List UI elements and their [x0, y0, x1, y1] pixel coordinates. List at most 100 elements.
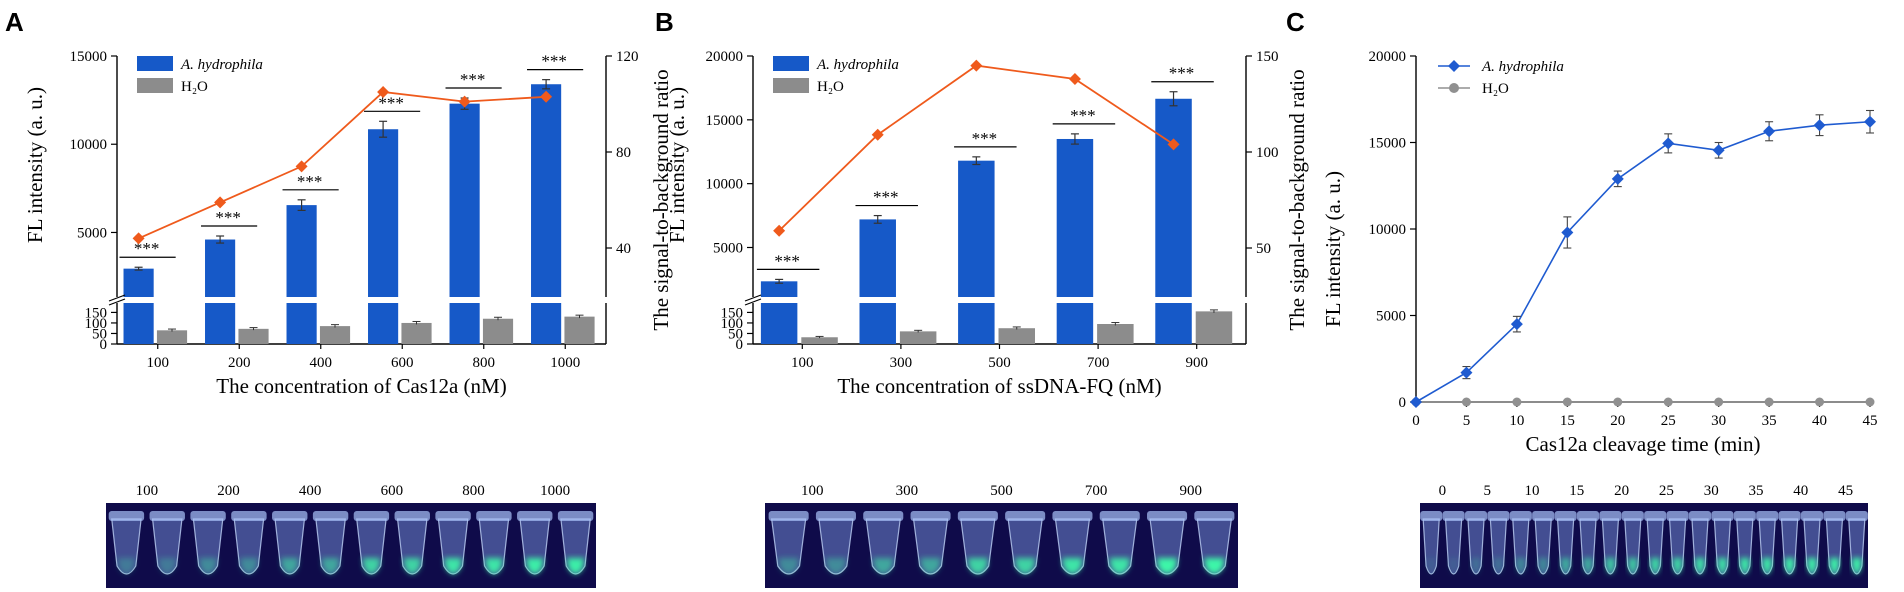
tube-fluorescence — [280, 558, 299, 574]
tube-fluorescence — [444, 558, 462, 574]
y-tick-label: 5000 — [77, 225, 107, 241]
legend-swatch-0 — [137, 56, 173, 71]
tube-label: 10 — [1525, 483, 1540, 499]
x-tick-label: 300 — [890, 355, 913, 371]
tube-fluorescence — [778, 558, 799, 574]
tube-fluorescence — [1627, 558, 1638, 574]
bar-h2o — [1195, 311, 1233, 344]
tube-fluorescence — [199, 558, 217, 574]
tube-cap — [1778, 511, 1801, 521]
ratio-point — [1167, 138, 1180, 151]
tube-fluorescence — [1784, 558, 1795, 574]
tube-label: 800 — [462, 483, 485, 499]
data-point-a-hydrophila — [1611, 172, 1624, 185]
bar-h2o — [238, 328, 269, 344]
x-tick-label: 100 — [147, 355, 170, 371]
axis-break-mark — [744, 294, 762, 302]
y-tick-label: 15000 — [706, 113, 744, 129]
legend-label-1: H₂O — [1482, 81, 1509, 97]
legend-swatch-0 — [773, 56, 809, 71]
data-point-a-hydrophila — [1510, 318, 1523, 331]
tube-cap — [1147, 511, 1188, 521]
data-point-h2o — [1562, 397, 1572, 407]
y-axis-title: FL intensity (a. u.) — [23, 87, 47, 243]
legend-marker-0 — [1448, 60, 1460, 72]
tube-cap — [1442, 511, 1465, 521]
y-tick-label: 10000 — [70, 137, 108, 153]
y-tick-label: 150 — [721, 305, 744, 321]
y-tick-label: 0 — [100, 337, 108, 353]
tube-cap — [108, 511, 145, 521]
ratio-point — [214, 196, 227, 209]
tube-fluorescence — [1605, 558, 1616, 574]
bar-a-hydrophila — [205, 239, 236, 344]
tube-cap — [1509, 511, 1532, 521]
tube-cap — [190, 511, 226, 521]
significance-mark: *** — [378, 93, 404, 112]
bar-a-hydrophila — [286, 205, 317, 344]
tube-label: 35 — [1749, 483, 1764, 499]
bar-h2o — [319, 326, 351, 344]
x-tick-label: 5 — [1463, 413, 1471, 429]
legend-label-0: A. hydrophila — [180, 57, 263, 73]
y-tick-label: 15000 — [70, 49, 108, 65]
ratio-point — [458, 95, 471, 108]
legend-label-0: A. hydrophila — [1481, 59, 1564, 75]
tube-cap — [1487, 511, 1510, 521]
tube-fluorescence — [1560, 558, 1571, 574]
tube-label: 40 — [1793, 483, 1808, 499]
tube-label: 15 — [1569, 483, 1584, 499]
y-tick-label: 100 — [721, 316, 744, 332]
ratio-point — [295, 160, 308, 173]
axis-break-mark — [744, 298, 762, 306]
tube-fluorescence — [1062, 558, 1083, 574]
bar-a-hydrophila — [859, 219, 896, 344]
significance-mark: *** — [460, 70, 486, 89]
panel-letter: A — [5, 7, 24, 37]
tube-label: 5 — [1483, 483, 1491, 499]
data-point-h2o — [1663, 397, 1673, 407]
tube-fluorescence — [1762, 558, 1773, 574]
data-point-a-hydrophila — [1410, 396, 1422, 408]
tube-cap — [1756, 511, 1779, 521]
bar-a-hydrophila — [449, 103, 480, 344]
tube-label: 30 — [1704, 483, 1719, 499]
x-tick-label: 35 — [1762, 413, 1777, 429]
y2-axis-title: The signal-to-background ratio — [1285, 69, 1309, 330]
tube-label: 200 — [217, 483, 240, 499]
tube-fluorescence — [1471, 558, 1481, 574]
ratio-point — [132, 232, 145, 245]
tube-cap — [231, 511, 267, 521]
tube-cap — [1644, 511, 1667, 521]
tube-cap — [1845, 511, 1868, 521]
y-tick-label: 50 — [92, 326, 107, 342]
tube-fluorescence — [1538, 558, 1549, 574]
x-tick-label: 30 — [1711, 413, 1726, 429]
tube-fluorescence — [1851, 558, 1862, 574]
x-tick-label: 45 — [1863, 413, 1878, 429]
bar-a-hydrophila — [531, 84, 562, 344]
bar-a-hydrophila — [123, 268, 154, 344]
data-point-a-hydrophila — [1460, 366, 1473, 379]
x-tick-label: 100 — [791, 355, 814, 371]
y-axis-title: FL intensity (a. u.) — [665, 87, 689, 243]
y-tick-label: 50 — [728, 326, 743, 342]
ratio-point — [871, 128, 884, 141]
tube-cap — [1688, 511, 1712, 521]
bar-h2o — [899, 331, 937, 344]
data-point-h2o — [1512, 397, 1522, 407]
tube-cap — [1800, 511, 1824, 521]
x-tick-label: 20 — [1610, 413, 1625, 429]
data-point-a-hydrophila — [1561, 226, 1574, 239]
bar-h2o — [156, 330, 188, 344]
y2-tick-label: 120 — [616, 49, 639, 65]
tube-fluorescence — [1493, 558, 1504, 574]
tube-cap — [1823, 511, 1846, 521]
data-point-h2o — [1865, 397, 1875, 407]
panel-c: C 0 5000 10000 15000 20000 0 5 10 15 20 25 30 35 40 45 F… — [1286, 7, 1878, 588]
x-tick-label: 10 — [1509, 413, 1524, 429]
tube-fluorescence — [1426, 558, 1437, 574]
data-point-h2o — [1815, 397, 1825, 407]
tube-fluorescence — [403, 558, 422, 574]
tube-photo-bg — [1420, 503, 1868, 588]
